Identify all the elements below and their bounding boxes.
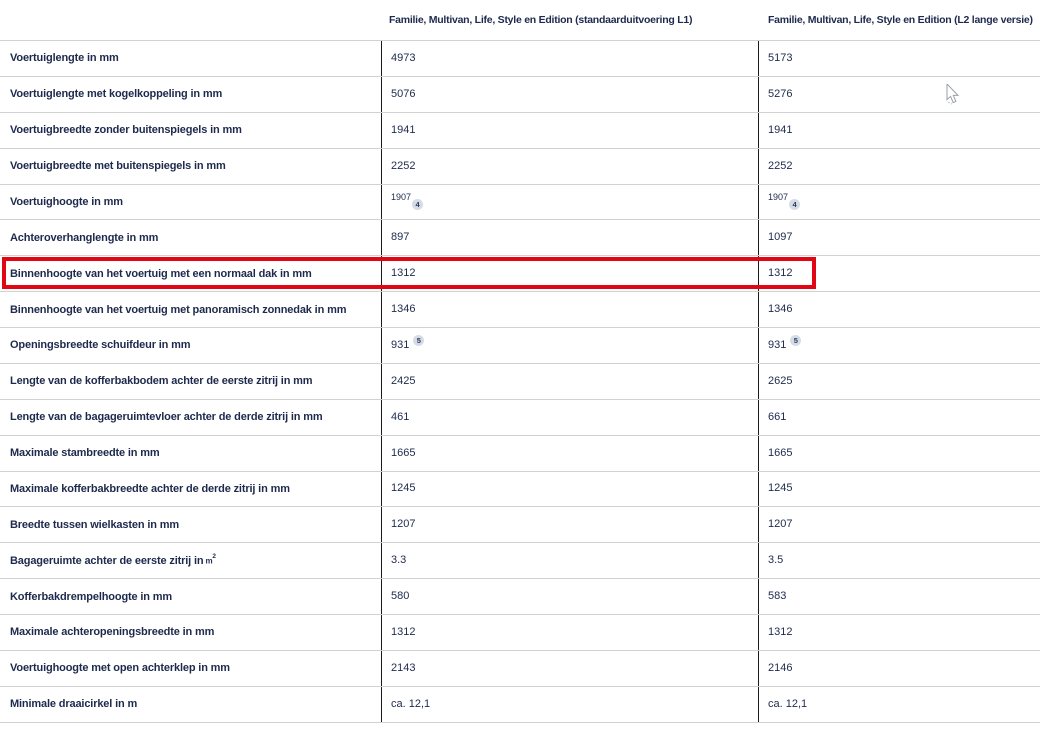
spec-label: Voertuighoogte in mm	[10, 195, 123, 208]
table-row: Voertuighoogte in mm 1907 4 1907 4	[0, 184, 1040, 221]
spec-value-l1: 3.3	[381, 543, 758, 579]
spec-value-l2: 2625	[758, 363, 1040, 399]
footnote-badge: 5	[790, 334, 802, 346]
table-row: Minimale draaicirkel in m ca. 12,1 ca. 1…	[0, 686, 1040, 723]
spec-label: Breedte tussen wielkasten in mm	[10, 518, 179, 531]
spec-value-l1: 1665	[381, 435, 758, 471]
spec-value-l2: 5276	[758, 76, 1040, 112]
spec-value-l1: 1245	[381, 471, 758, 507]
spec-value-l2: 3.5	[758, 543, 1040, 579]
spec-value-l2: 931 5	[758, 328, 1040, 363]
spec-label: Voertuighoogte met open achterklep in mm	[10, 662, 230, 675]
spec-value-l2: 1907 4	[758, 184, 1040, 220]
table-row: Voertuiglengte met kogelkoppeling in mm …	[0, 76, 1040, 113]
spec-label: Lengte van de bagageruimtevloer achter d…	[10, 411, 323, 424]
column-header-l2: Familie, Multivan, Life, Style en Editio…	[768, 14, 1033, 26]
spec-value-l1: 1941	[381, 112, 758, 148]
spec-value-l1: 1346	[381, 292, 758, 327]
table-row: Maximale kofferbakbreedte achter de derd…	[0, 471, 1040, 508]
spec-value-l1: 2143	[381, 650, 758, 686]
spec-value-l1: ca. 12,1	[381, 686, 758, 722]
spec-value-l1: 461	[381, 399, 758, 435]
spec-value-l2: 1941	[758, 112, 1040, 148]
table-row: Openingsbreedte schuifdeur in mm 931 5 93…	[0, 328, 1040, 364]
spec-value-l1: 931 5	[381, 328, 758, 363]
spec-label: Openingsbreedte schuifdeur in mm	[10, 339, 191, 352]
spec-value-l1: 897	[381, 220, 758, 256]
spec-value-l1: 1207	[381, 507, 758, 543]
column-header-l1: Familie, Multivan, Life, Style en Editio…	[389, 14, 693, 26]
spec-label: Binnenhoogte van het voertuig met een no…	[10, 267, 312, 280]
spec-value-l2: ca. 12,1	[758, 686, 1040, 722]
spec-label: Lengte van de kofferbakbodem achter de e…	[10, 375, 313, 388]
footnote-badge: 5	[413, 334, 425, 346]
spec-value-l1: 1907 4	[381, 184, 758, 220]
footnote-badge: 4	[789, 199, 801, 211]
mouse-cursor-icon	[946, 82, 960, 110]
spec-label: Achteroverhanglengte in mm	[10, 231, 159, 244]
spec-label: Binnenhoogte van het voertuig met panora…	[10, 303, 347, 316]
spec-value-l1: 1312	[381, 256, 758, 292]
table-row: Lengte van de kofferbakbodem achter de e…	[0, 363, 1040, 400]
spec-value-l1: 1312	[381, 615, 758, 650]
spec-label: Bagageruimte achter de eerste zitrij in m…	[10, 553, 216, 567]
table-row: Binnenhoogte van het voertuig met panora…	[0, 292, 1040, 328]
table-row: Maximale achteropeningsbreedte in mm 131…	[0, 615, 1040, 651]
table-row: Voertuiglengte in mm 4973 5173	[0, 41, 1040, 77]
spec-label: Kofferbakdrempelhoogte in mm	[10, 590, 173, 603]
spec-value-l2: 583	[758, 579, 1040, 614]
spec-value-l2: 2252	[758, 148, 1040, 184]
spec-value-l1: 580	[381, 579, 758, 614]
spec-label: Minimale draaicirkel in m	[10, 698, 138, 711]
spec-label: Voertuigbreedte zonder buitenspiegels in…	[10, 124, 242, 137]
table-row: Kofferbakdrempelhoogte in mm 580 583	[0, 579, 1040, 615]
table-row: Achteroverhanglengte in mm 897 1097	[0, 220, 1040, 257]
spec-value-l1: 2425	[381, 363, 758, 399]
spec-table: Voertuiglengte in mm 4973 5173 Voertuigl…	[0, 40, 1040, 723]
spec-label: Maximale kofferbakbreedte achter de derd…	[10, 482, 290, 495]
spec-value-l2: 1207	[758, 507, 1040, 543]
spec-value-l1: 5076	[381, 76, 758, 112]
table-row: Lengte van de bagageruimtevloer achter d…	[0, 399, 1040, 436]
spec-label: Voertuigbreedte met buitenspiegels in mm	[10, 160, 226, 173]
table-row: Maximale stambreedte in mm 1665 1665	[0, 435, 1040, 472]
table-row: Voertuigbreedte zonder buitenspiegels in…	[0, 112, 1040, 149]
table-row: Voertuigbreedte met buitenspiegels in mm…	[0, 148, 1040, 185]
spec-label: Voertuiglengte met kogelkoppeling in mm	[10, 88, 223, 101]
spec-value-l2: 2146	[758, 650, 1040, 686]
table-header: Familie, Multivan, Life, Style en Editio…	[0, 0, 1040, 40]
spec-value-l1: 4973	[381, 41, 758, 76]
table-row: Voertuighoogte met open achterklep in mm…	[0, 650, 1040, 687]
table-row: Breedte tussen wielkasten in mm 1207 120…	[0, 507, 1040, 544]
spec-label: Maximale stambreedte in mm	[10, 447, 160, 460]
spec-value-l2: 1097	[758, 220, 1040, 256]
spec-value-l2: 1312	[758, 615, 1040, 650]
spec-value-l2: 1665	[758, 435, 1040, 471]
spec-value-l1: 2252	[381, 148, 758, 184]
spec-value-l2: 1346	[758, 292, 1040, 327]
table-row: Bagageruimte achter de eerste zitrij in m…	[0, 543, 1040, 580]
spec-label: Voertuiglengte in mm	[10, 52, 119, 65]
spec-value-l2: 1245	[758, 471, 1040, 507]
spec-value-l2: 1312	[758, 256, 1040, 292]
footnote-badge: 4	[412, 199, 424, 211]
spec-label: Maximale achteropeningsbreedte in mm	[10, 626, 215, 639]
spec-value-l2: 5173	[758, 41, 1040, 76]
spec-value-l2: 661	[758, 399, 1040, 435]
table-row: Binnenhoogte van het voertuig met een no…	[0, 256, 1040, 293]
